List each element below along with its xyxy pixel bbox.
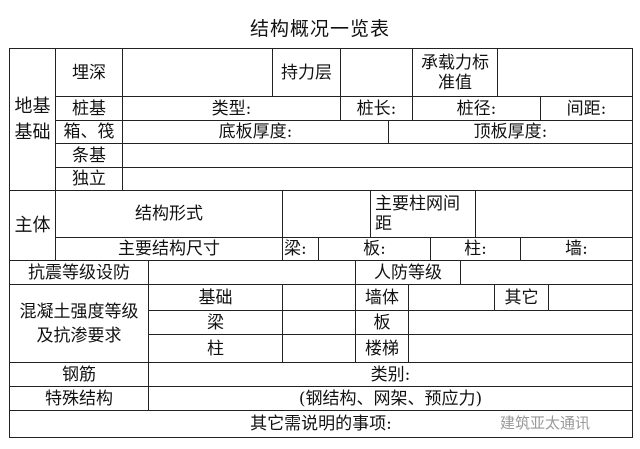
concrete-column-value[interactable] bbox=[282, 334, 356, 363]
seismic-label: 抗震等级设防 bbox=[9, 260, 149, 285]
bearing-layer-value[interactable] bbox=[340, 48, 413, 97]
pile-diameter[interactable]: 桩径: bbox=[412, 96, 541, 121]
rebar-category[interactable]: 类别: bbox=[148, 362, 633, 387]
burial-depth-label: 埋深 bbox=[55, 48, 123, 97]
special-structure-value[interactable]: (钢结构、网架、预应力) bbox=[148, 386, 633, 411]
strip-label: 条基 bbox=[55, 143, 123, 168]
foundation-group-label: 地基基础 bbox=[9, 48, 56, 191]
concrete-other-label: 其它 bbox=[494, 284, 549, 311]
concrete-slab-label: 板 bbox=[355, 310, 409, 335]
civil-defense-value[interactable] bbox=[460, 260, 633, 285]
civil-defense-label: 人防等级 bbox=[355, 260, 461, 285]
pile-length[interactable]: 桩长: bbox=[340, 96, 413, 121]
bearing-capacity-label: 承载力标准值 bbox=[412, 48, 498, 97]
isolated-value[interactable] bbox=[122, 167, 633, 191]
structure-form-value[interactable] bbox=[282, 190, 371, 238]
column-grid-label: 主要柱网间距 bbox=[370, 190, 476, 238]
concrete-wall-label: 墙体 bbox=[355, 284, 409, 311]
page-title: 结构概况一览表 bbox=[249, 18, 390, 40]
watermark: 建筑亚太通讯 bbox=[500, 414, 591, 432]
pile-type[interactable]: 类型: bbox=[122, 96, 341, 121]
wall-dimension[interactable]: 墙: bbox=[520, 237, 633, 261]
other-notes[interactable]: 其它需说明的事项: bbox=[9, 410, 633, 438]
main-dimensions-label: 主要结构尺寸 bbox=[55, 237, 283, 261]
pile-spacing[interactable]: 间距: bbox=[540, 96, 633, 121]
concrete-beam-value[interactable] bbox=[282, 310, 356, 335]
concrete-column-label: 柱 bbox=[148, 334, 283, 363]
concrete-stair-label: 楼梯 bbox=[355, 334, 409, 363]
main-group-label: 主体 bbox=[9, 190, 56, 261]
concrete-other-value[interactable] bbox=[548, 284, 633, 311]
box-raft-label: 箱、筏 bbox=[55, 120, 123, 144]
special-structure-label: 特殊结构 bbox=[9, 386, 149, 411]
isolated-label: 独立 bbox=[55, 167, 123, 191]
concrete-label: 混凝土强度等级及抗渗要求 bbox=[9, 284, 149, 363]
seismic-value[interactable] bbox=[148, 260, 356, 285]
slab-dimension[interactable]: 板: bbox=[318, 237, 431, 261]
bearing-layer-label: 持力层 bbox=[272, 48, 341, 97]
concrete-beam-label: 梁 bbox=[148, 310, 283, 335]
pile-label: 桩基 bbox=[55, 96, 123, 121]
concrete-foundation-value[interactable] bbox=[282, 284, 356, 311]
concrete-stair-value[interactable] bbox=[408, 334, 633, 363]
column-dimension[interactable]: 柱: bbox=[430, 237, 521, 261]
beam-dimension[interactable]: 梁: bbox=[282, 237, 319, 261]
top-slab-thickness[interactable]: 顶板厚度: bbox=[388, 120, 633, 144]
concrete-slab-value[interactable] bbox=[408, 310, 633, 335]
column-grid-value[interactable] bbox=[475, 190, 633, 238]
strip-value[interactable] bbox=[122, 143, 633, 168]
bearing-capacity-value[interactable] bbox=[497, 48, 633, 97]
concrete-foundation-label: 基础 bbox=[148, 284, 283, 311]
burial-depth-value[interactable] bbox=[122, 48, 273, 97]
bottom-slab-thickness[interactable]: 底板厚度: bbox=[122, 120, 389, 144]
rebar-label: 钢筋 bbox=[9, 362, 149, 387]
structure-form-label: 结构形式 bbox=[55, 190, 283, 238]
concrete-wall-value[interactable] bbox=[408, 284, 495, 311]
